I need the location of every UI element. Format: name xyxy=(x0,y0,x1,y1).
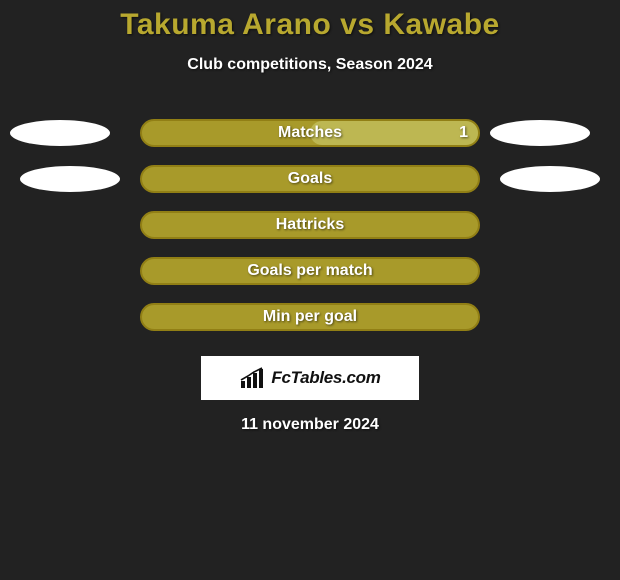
stat-row: Min per goal xyxy=(0,294,620,340)
right-pill xyxy=(500,166,600,192)
stat-row: Goals xyxy=(0,156,620,202)
stat-row: Goals per match xyxy=(0,248,620,294)
logo-box: FcTables.com xyxy=(201,356,419,400)
stat-value-right: 1 xyxy=(459,124,468,142)
logo-text: FcTables.com xyxy=(271,368,380,388)
stat-bar: Matches1 xyxy=(140,119,480,147)
stat-row: Hattricks xyxy=(0,202,620,248)
left-pill xyxy=(10,120,110,146)
date-text: 11 november 2024 xyxy=(0,416,620,434)
comparison-infographic: Takuma Arano vs Kawabe Club competitions… xyxy=(0,0,620,434)
bars-icon xyxy=(239,367,267,389)
stat-row: Matches1 xyxy=(0,110,620,156)
stat-bar: Hattricks xyxy=(140,211,480,239)
stat-label: Goals per match xyxy=(142,262,478,280)
right-pill xyxy=(490,120,590,146)
stat-bar: Goals xyxy=(140,165,480,193)
stat-bar: Goals per match xyxy=(140,257,480,285)
page-subtitle: Club competitions, Season 2024 xyxy=(0,56,620,74)
stat-bar: Min per goal xyxy=(140,303,480,331)
page-title: Takuma Arano vs Kawabe xyxy=(0,8,620,42)
left-pill xyxy=(20,166,120,192)
stat-label: Hattricks xyxy=(142,216,478,234)
stat-label: Matches xyxy=(142,124,478,142)
logo: FcTables.com xyxy=(239,367,380,389)
stat-label: Goals xyxy=(142,170,478,188)
stat-label: Min per goal xyxy=(142,308,478,326)
stat-rows: Matches1 Goals Hattricks Goals per match Min… xyxy=(0,110,620,340)
